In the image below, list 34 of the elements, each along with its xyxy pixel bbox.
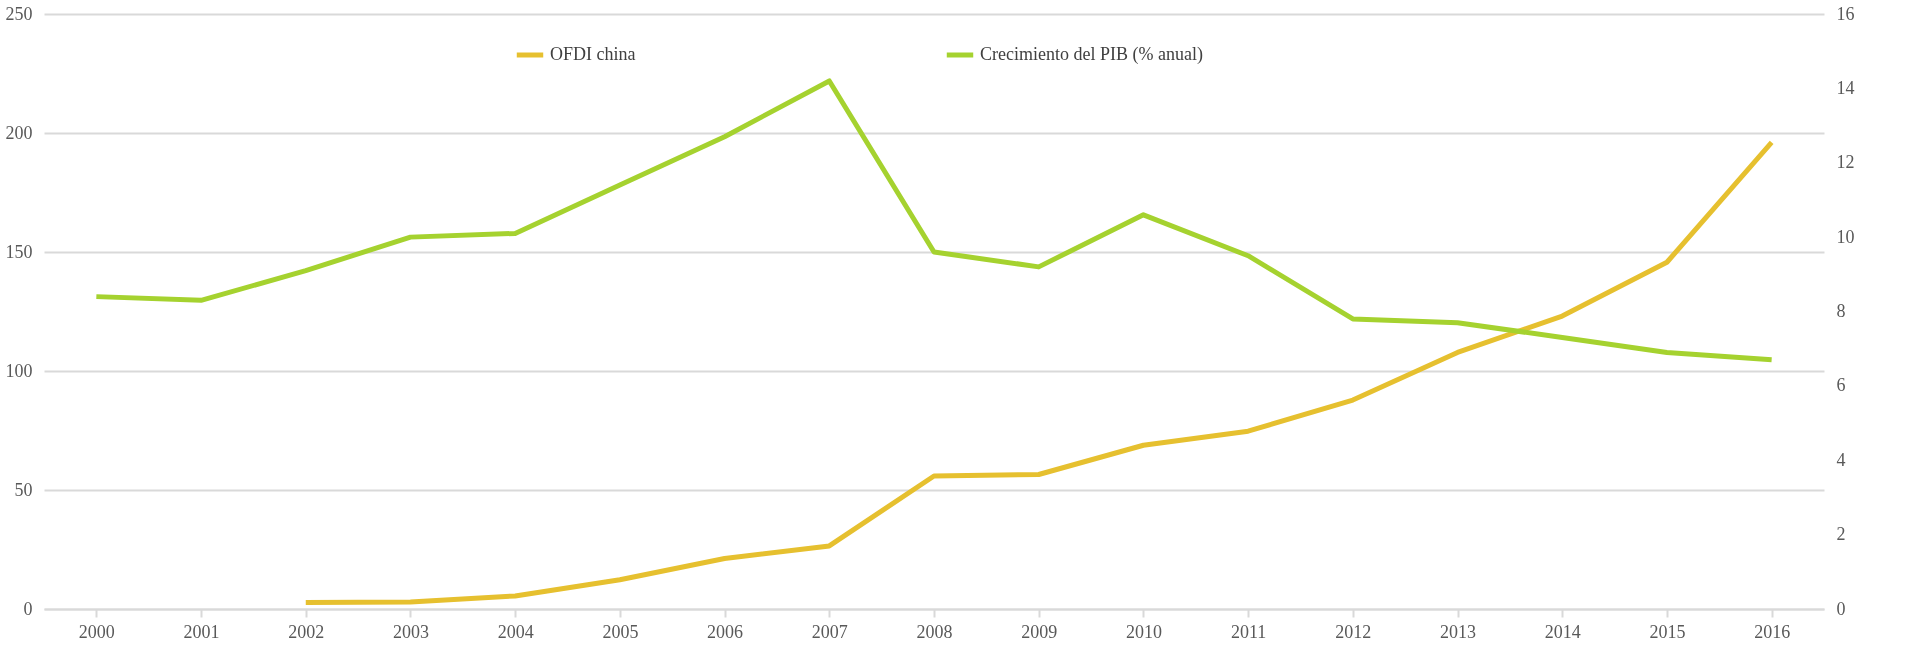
legend-label: OFDI china — [550, 44, 636, 64]
x-tick-label: 2001 — [183, 621, 220, 642]
y-tick-label: 100 — [5, 360, 33, 381]
x-tick-label: 2000 — [78, 621, 115, 642]
x-tick-label: 2012 — [1335, 621, 1372, 642]
x-tick-label: 2002 — [288, 621, 325, 642]
legend-label: Crecimiento del PIB (% anual) — [980, 44, 1203, 65]
y-tick-label: 150 — [5, 241, 33, 262]
y2-tick-label: 4 — [1836, 449, 1846, 470]
y2-tick-label: 6 — [1836, 375, 1846, 396]
y-tick-label: 50 — [14, 479, 33, 500]
y2-tick-label: 12 — [1836, 152, 1855, 173]
x-tick-label: 2006 — [707, 621, 744, 642]
y2-tick-label: 8 — [1836, 301, 1846, 321]
y2-tick-label: 0 — [1836, 598, 1846, 619]
x-tick-label: 2007 — [811, 621, 848, 642]
y2-tick-label: 14 — [1836, 77, 1855, 98]
y-tick-label: 0 — [23, 598, 33, 619]
y-tick-label: 250 — [5, 3, 33, 24]
x-tick-label: 2013 — [1440, 621, 1477, 642]
x-tick-label: 2003 — [392, 621, 429, 642]
x-tick-label: 2008 — [916, 621, 953, 642]
x-tick-label: 2015 — [1649, 621, 1686, 642]
x-tick-label: 2010 — [1125, 621, 1162, 642]
x-tick-label: 2005 — [602, 621, 639, 642]
x-tick-label: 2011 — [1230, 621, 1267, 642]
x-tick-label: 2014 — [1544, 621, 1581, 642]
x-tick-label: 2004 — [497, 621, 534, 642]
y2-tick-label: 16 — [1836, 3, 1855, 24]
y-tick-label: 200 — [5, 122, 33, 143]
x-tick-label: 2009 — [1021, 621, 1058, 642]
x-tick-label: 2016 — [1754, 621, 1791, 642]
y2-tick-label: 10 — [1836, 226, 1855, 247]
y2-tick-label: 2 — [1836, 524, 1846, 545]
